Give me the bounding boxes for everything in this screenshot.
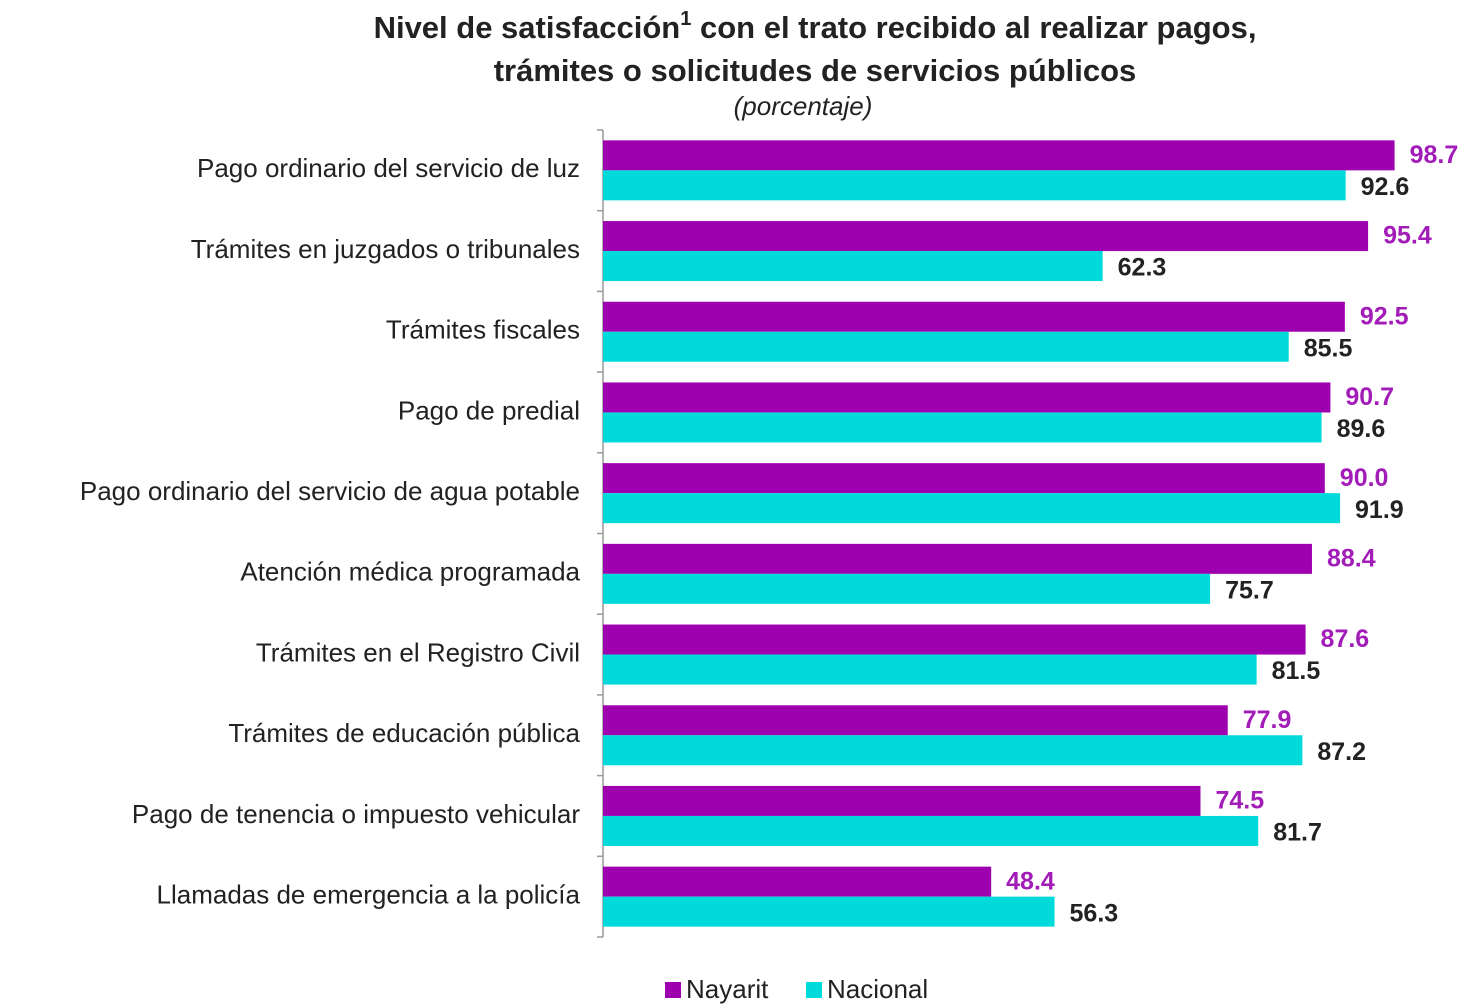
category-label: Pago ordinario del servicio de agua pota… [80,476,580,506]
bar [603,705,1228,736]
value-label: 92.6 [1361,173,1410,201]
bar [603,251,1103,282]
bar [603,140,1395,171]
value-label: 62.3 [1118,254,1167,282]
chart-title: Nivel de satisfacción1 con el trato reci… [374,8,1257,45]
bar [603,735,1303,766]
bar [603,543,1312,574]
category-label: Llamadas de emergencia a la policía [157,880,581,910]
value-label: 56.3 [1070,899,1119,927]
value-label: 77.9 [1243,706,1292,734]
category-label: Pago de tenencia o impuesto vehicular [132,799,580,829]
value-label: 95.4 [1383,222,1432,250]
value-label: 92.5 [1360,302,1409,330]
bar [603,624,1306,655]
category-label: Pago ordinario del servicio de luz [197,153,580,183]
bar [603,382,1331,413]
category-label: Pago de predial [398,395,580,425]
chart-title: trámites o solicitudes de servicios públ… [494,53,1137,88]
bar [603,221,1369,252]
value-label: 85.5 [1304,334,1353,362]
bar [603,573,1211,604]
value-label: 88.4 [1327,544,1376,572]
value-label: 89.6 [1337,415,1386,443]
title-part: con el trato recibido al realizar pagos, [691,10,1256,45]
bar [603,493,1341,524]
category-label: Trámites en juzgados o tribunales [191,234,580,264]
value-label: 98.7 [1410,141,1459,169]
legend-label: Nayarit [686,974,769,1004]
title-part: Nivel de satisfacción [374,10,681,45]
value-label: 90.7 [1345,383,1394,411]
value-label: 81.7 [1273,819,1322,847]
bar [603,785,1201,816]
chart-subtitle: (porcentaje) [734,91,873,121]
bar [603,866,992,897]
bar [603,896,1055,927]
bar [603,815,1259,846]
legend-label: Nacional [827,974,928,1004]
value-label: 75.7 [1225,576,1274,604]
category-label: Trámites en el Registro Civil [256,637,580,667]
footnote-mark: 1 [680,8,691,30]
category-label: Trámites fiscales [386,315,580,345]
bar [603,463,1325,494]
bar [603,331,1289,362]
value-label: 74.5 [1215,787,1264,815]
bar [603,301,1345,332]
value-label: 48.4 [1006,867,1055,895]
legend-swatch [806,982,822,998]
value-label: 81.5 [1272,657,1321,685]
legend-swatch [665,982,681,998]
bar [603,654,1257,685]
bar [603,412,1322,443]
value-label: 90.0 [1340,464,1389,492]
value-label: 87.6 [1321,625,1370,653]
category-label: Trámites de educación pública [228,718,580,748]
value-label: 91.9 [1355,496,1404,524]
bar [603,170,1346,201]
value-label: 87.2 [1317,738,1366,766]
category-label: Atención médica programada [240,557,580,587]
